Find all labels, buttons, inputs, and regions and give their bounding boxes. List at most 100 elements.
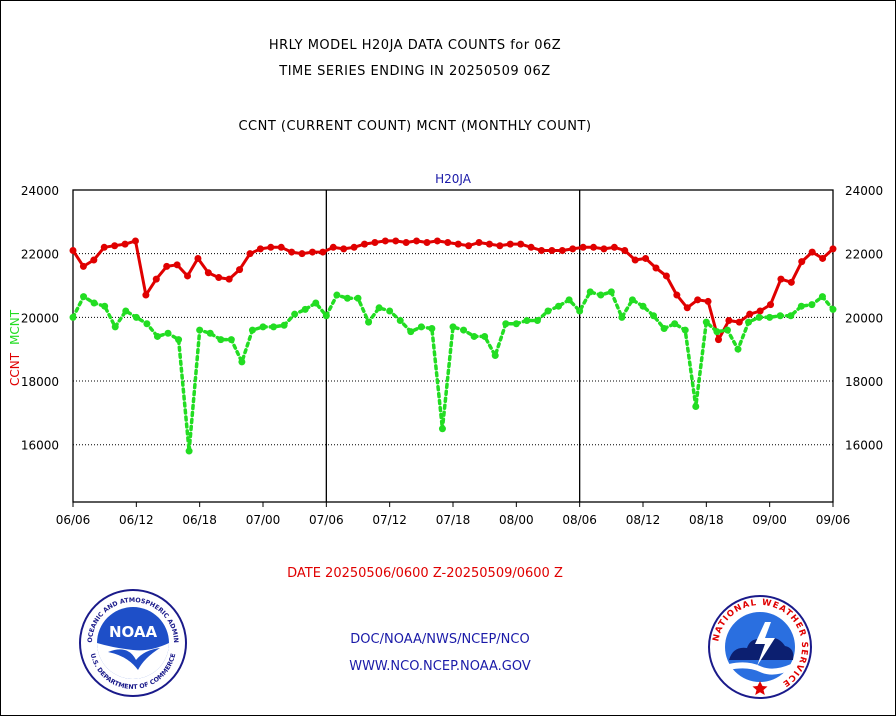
data-point-ccnt (673, 291, 681, 299)
data-point-ccnt (184, 272, 192, 280)
data-point-ccnt (350, 243, 358, 251)
data-point-ccnt (340, 245, 348, 253)
data-point-mcnt (586, 288, 594, 296)
series-line-mcnt (71, 289, 835, 452)
data-point-mcnt (460, 326, 468, 334)
data-point-mcnt (713, 328, 721, 336)
data-point-mcnt (702, 318, 710, 326)
x-tick-label: 08/18 (689, 513, 724, 527)
date-range-label: DATE 20250506/0600 Z-20250509/0600 Z (287, 566, 563, 581)
data-point-ccnt (579, 243, 587, 251)
data-point-mcnt (745, 318, 753, 326)
data-point-mcnt (533, 317, 541, 325)
data-point-mcnt (681, 326, 689, 334)
data-point-mcnt (818, 293, 826, 301)
data-point-mcnt (491, 352, 499, 360)
data-point-ccnt (381, 237, 389, 245)
data-point-ccnt (537, 246, 545, 254)
nws-logo: NATIONAL WEATHER SERVICE (708, 595, 812, 699)
data-point-ccnt (787, 278, 795, 286)
data-point-ccnt (829, 245, 837, 253)
data-point-mcnt (544, 307, 552, 315)
data-point-mcnt (248, 326, 256, 334)
data-point-mcnt (301, 305, 309, 313)
data-point-ccnt (100, 243, 108, 251)
data-point-mcnt (132, 313, 140, 321)
data-point-mcnt (354, 294, 362, 302)
data-point-ccnt (496, 242, 504, 250)
data-point-mcnt (291, 310, 299, 318)
data-point-mcnt (787, 312, 795, 320)
data-point-ccnt (194, 254, 202, 262)
data-point-ccnt (111, 242, 119, 250)
data-point-mcnt (470, 332, 478, 340)
x-tick-label: 09/00 (752, 513, 787, 527)
data-point-mcnt (618, 313, 626, 321)
data-point-mcnt (502, 320, 510, 328)
y-tick-label-right: 18000 (845, 375, 883, 389)
data-point-ccnt (600, 245, 608, 253)
data-point-mcnt (333, 291, 341, 299)
series-ccnt (69, 237, 837, 344)
data-point-mcnt (628, 296, 636, 304)
data-point-mcnt (80, 293, 88, 301)
data-point-ccnt (517, 240, 525, 248)
data-point-ccnt (819, 254, 827, 262)
data-point-mcnt (122, 307, 130, 315)
data-point-ccnt (402, 239, 410, 247)
data-point-ccnt (163, 262, 171, 270)
data-point-ccnt (288, 248, 296, 256)
data-point-mcnt (101, 302, 109, 310)
data-point-mcnt (312, 299, 320, 307)
y-axis-label: CCNT MCNT (8, 309, 22, 386)
x-tick-label: 07/06 (309, 513, 344, 527)
data-point-ccnt (662, 272, 670, 280)
data-point-mcnt (280, 321, 288, 329)
series-mcnt (69, 288, 837, 455)
data-point-mcnt (322, 312, 330, 320)
data-point-ccnt (777, 275, 785, 283)
data-point-ccnt (423, 239, 431, 247)
data-point-ccnt (131, 237, 139, 245)
data-point-mcnt (829, 305, 837, 313)
data-point-ccnt (714, 336, 722, 344)
data-point-mcnt (512, 320, 520, 328)
data-point-mcnt (386, 307, 394, 315)
data-point-mcnt (143, 320, 151, 328)
data-point-ccnt (413, 237, 421, 245)
data-point-mcnt (755, 313, 763, 321)
data-point-mcnt (175, 336, 183, 344)
chart-title-line-2: TIME SERIES ENDING IN 20250509 06Z (279, 64, 551, 79)
data-point-mcnt (808, 301, 816, 309)
data-point-ccnt (444, 239, 452, 247)
data-point-ccnt (506, 240, 514, 248)
data-point-mcnt (576, 307, 584, 315)
data-point-ccnt (69, 246, 77, 254)
y-tick-label-left: 18000 (21, 375, 59, 389)
data-point-ccnt (735, 318, 743, 326)
data-point-mcnt (343, 294, 351, 302)
data-point-mcnt (481, 332, 489, 340)
data-point-mcnt (734, 345, 742, 353)
data-point-mcnt (723, 326, 731, 334)
data-point-mcnt (111, 323, 119, 331)
data-point-mcnt (555, 302, 563, 310)
chart-title-line-3: CCNT (CURRENT COUNT) MCNT (MONTHLY COUNT… (238, 119, 592, 134)
data-point-ccnt (319, 248, 327, 256)
data-point-ccnt (808, 248, 816, 256)
data-point-mcnt (196, 326, 204, 334)
data-point-ccnt (90, 256, 98, 264)
x-tick-label: 08/06 (562, 513, 597, 527)
data-point-mcnt (428, 324, 436, 332)
time-series-chart: 16000 16000 18000 18000 20000 20000 22000 22000… (8, 172, 883, 527)
data-point-mcnt (607, 288, 615, 296)
data-point-ccnt (256, 245, 264, 253)
data-point-mcnt (185, 447, 193, 455)
data-point-ccnt (308, 248, 316, 256)
data-point-ccnt (756, 307, 764, 315)
y-axis-label-ccnt: CCNT (8, 352, 22, 386)
data-point-ccnt (642, 254, 650, 262)
data-point-mcnt (396, 317, 404, 325)
x-tick-label: 07/12 (372, 513, 407, 527)
data-point-mcnt (365, 318, 373, 326)
